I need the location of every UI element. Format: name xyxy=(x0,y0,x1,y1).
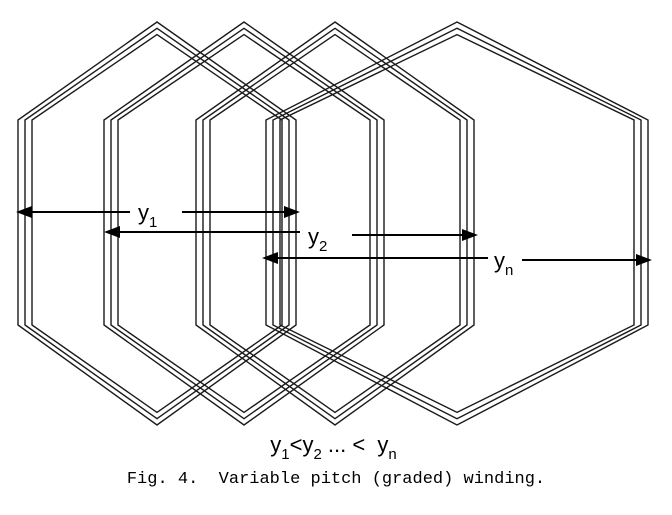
figure-caption: Fig. 4. Variable pitch (graded) winding. xyxy=(126,470,546,489)
coil-3-turn-2 xyxy=(202,27,468,420)
coil-group xyxy=(17,21,649,426)
pitch-relation: y1<y2 ... < yn xyxy=(248,432,410,463)
arrowhead-left xyxy=(16,206,32,218)
label-yn: yn xyxy=(494,248,513,279)
arrowhead-right xyxy=(462,229,478,241)
coil-4-turn-2 xyxy=(272,27,642,420)
arrowhead-right xyxy=(284,206,300,218)
pitch-arrow-y1 xyxy=(16,206,300,218)
coil-2-turn-2 xyxy=(110,27,378,420)
coil-1-turn-2 xyxy=(24,27,290,420)
coil-2-turn-1 xyxy=(103,21,385,426)
coil-1-turn-3 xyxy=(31,33,283,414)
arrowhead-right xyxy=(636,254,652,266)
arrowhead-left xyxy=(262,252,278,264)
coil-1-turn-1 xyxy=(17,21,297,426)
arrowhead-left xyxy=(104,226,120,238)
coil-2-turn-3 xyxy=(117,33,371,414)
coil-4-turn-1 xyxy=(265,21,649,426)
label-y1: y1 xyxy=(138,200,157,231)
pitch-arrow-y2 xyxy=(104,226,478,241)
coil-3-turn-3 xyxy=(209,33,461,414)
pitch-arrow-yn xyxy=(262,252,652,266)
coil-3-turn-1 xyxy=(195,21,475,426)
coil-4-turn-3 xyxy=(279,33,635,414)
label-y2: y2 xyxy=(308,224,327,255)
